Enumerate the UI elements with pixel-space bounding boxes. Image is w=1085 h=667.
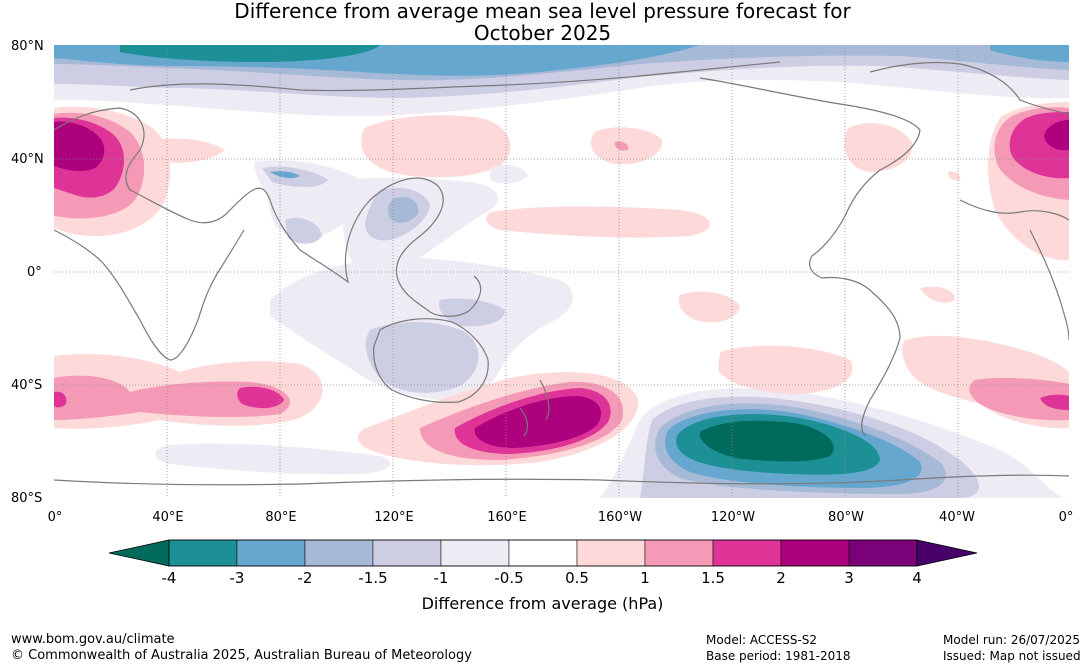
- lon-label-160e: 160°E: [487, 510, 527, 525]
- colorbar-tick: -0.5: [494, 569, 524, 587]
- coastlines: [54, 61, 1069, 486]
- colorbar-tick: 1.5: [701, 569, 725, 587]
- lat-label-equator: 0°: [27, 265, 42, 280]
- lon-label-120w: 120°W: [710, 510, 756, 525]
- footer-base-period: Base period: 1981-2018: [706, 649, 851, 663]
- colorbar-tick: -1: [433, 569, 449, 587]
- map-plot-area: [54, 45, 1069, 498]
- lon-label-40w: 40°W: [939, 510, 975, 525]
- colorbar-tick: 2: [776, 569, 786, 587]
- lon-label-160w: 160°W: [597, 510, 643, 525]
- map-title-line1: Difference from average mean sea level p…: [234, 0, 851, 23]
- colorbar-right-extension: [916, 539, 978, 567]
- lon-label-80e: 80°E: [265, 510, 297, 525]
- south-atlantic-features: [718, 171, 1069, 429]
- colorbar-swatch: [712, 539, 782, 567]
- footer-model: Model: ACCESS-S2: [706, 633, 818, 647]
- lon-label-80w: 80°W: [828, 510, 864, 525]
- colorbar-swatch: [168, 539, 238, 567]
- colorbar-swatch: [644, 539, 714, 567]
- lat-label-40s: 40°S: [11, 378, 43, 393]
- colorbar-swatch: [304, 539, 374, 567]
- lat-label-80n: 80°N: [11, 39, 44, 54]
- colorbar-tick: -3: [229, 569, 245, 587]
- north-pacific-features: [254, 115, 913, 323]
- colorbar-swatch: [372, 539, 442, 567]
- colorbar-tick: -2: [297, 569, 313, 587]
- footer-website: www.bom.gov.au/climate: [11, 632, 175, 647]
- southern-ocean-low-anomaly: [600, 388, 1069, 498]
- footer-model-run: Model run: 26/07/2025: [943, 633, 1081, 647]
- colorbar-swatch: [440, 539, 510, 567]
- lon-label-40e: 40°E: [152, 510, 184, 525]
- footer-issued: Issued: Map not issued: [943, 649, 1081, 663]
- colorbar-tick: 1: [640, 569, 650, 587]
- arctic-low-anomaly: [54, 45, 1069, 117]
- lon-label-0-west: 0°: [47, 510, 63, 525]
- colorbar-swatch: [576, 539, 646, 567]
- map-title-line2: October 2025: [473, 21, 612, 45]
- colorbar-swatches: [168, 539, 918, 567]
- lat-label-80s: 80°S: [11, 491, 43, 506]
- colorbar: [108, 539, 978, 567]
- south-indian-high-anomaly: [54, 353, 323, 429]
- colorbar-left-extension: [108, 539, 170, 567]
- colorbar-tick: -4: [161, 569, 177, 587]
- europe-high-anomaly-east: [988, 102, 1069, 261]
- colorbar-swatch: [508, 539, 578, 567]
- lon-label-0-east: 0°: [1058, 510, 1074, 525]
- colorbar-swatch: [236, 539, 306, 567]
- colorbar-swatch: [848, 539, 918, 567]
- lat-label-40n: 40°N: [11, 152, 44, 167]
- map-gridlines: [54, 45, 1069, 498]
- lon-label-120e: 120°E: [374, 510, 414, 525]
- australia-low-anomaly: [155, 257, 573, 475]
- colorbar-tick: -1.5: [358, 569, 388, 587]
- footer-copyright: © Commonwealth of Australia 2025, Austra…: [11, 648, 472, 663]
- europe-high-anomaly: [54, 106, 225, 237]
- colorbar-tick: 0.5: [565, 569, 589, 587]
- colorbar-tick: 4: [912, 569, 922, 587]
- colorbar-tick: 3: [844, 569, 854, 587]
- colorbar-title: Difference from average (hPa): [421, 594, 664, 613]
- colorbar-swatch: [780, 539, 850, 567]
